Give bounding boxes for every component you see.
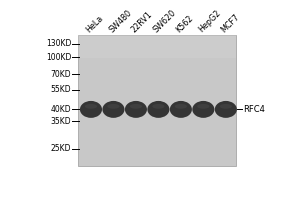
Ellipse shape xyxy=(147,101,170,118)
Ellipse shape xyxy=(107,104,119,109)
Bar xyxy=(78,35,236,166)
Text: MCF7: MCF7 xyxy=(220,12,242,34)
Text: 22RV1: 22RV1 xyxy=(130,9,154,34)
Ellipse shape xyxy=(85,104,97,109)
Text: SW480: SW480 xyxy=(107,8,133,34)
Text: 100KD: 100KD xyxy=(46,53,71,62)
Text: 40KD: 40KD xyxy=(51,105,71,114)
Text: RFC4: RFC4 xyxy=(243,105,265,114)
Ellipse shape xyxy=(102,101,124,118)
Bar xyxy=(78,35,236,58)
Ellipse shape xyxy=(125,101,147,118)
Text: 130KD: 130KD xyxy=(46,39,71,48)
Ellipse shape xyxy=(197,104,209,109)
Ellipse shape xyxy=(152,104,164,109)
Ellipse shape xyxy=(80,101,102,118)
Ellipse shape xyxy=(170,101,192,118)
Ellipse shape xyxy=(130,104,142,109)
Text: 35KD: 35KD xyxy=(51,117,71,126)
Text: 55KD: 55KD xyxy=(51,85,71,94)
Text: HepG2: HepG2 xyxy=(197,8,223,34)
Ellipse shape xyxy=(220,104,232,109)
Text: K562: K562 xyxy=(175,13,195,34)
Ellipse shape xyxy=(175,104,187,109)
Ellipse shape xyxy=(215,101,237,118)
Ellipse shape xyxy=(192,101,214,118)
Text: 25KD: 25KD xyxy=(51,144,71,153)
Text: SW620: SW620 xyxy=(152,8,178,34)
Text: HeLa: HeLa xyxy=(85,13,105,34)
Text: 70KD: 70KD xyxy=(51,70,71,79)
